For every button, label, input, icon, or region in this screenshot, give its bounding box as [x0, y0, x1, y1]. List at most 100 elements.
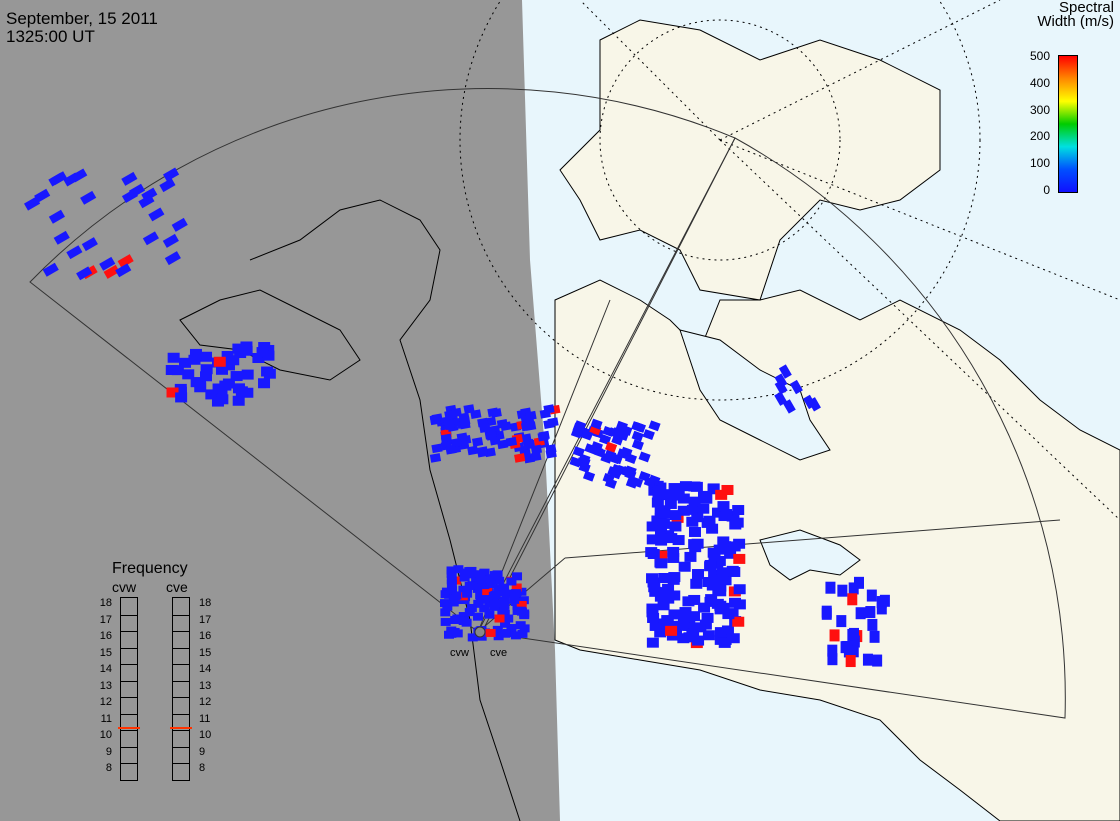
frequency-scale-label: 14 [199, 663, 212, 675]
echo-cell [142, 231, 159, 246]
echo-cell [657, 600, 670, 611]
echo-cell [459, 568, 470, 577]
echo-cell [240, 345, 253, 356]
echo-cell [677, 633, 690, 644]
echo-cell [876, 602, 887, 615]
echo-cell [459, 419, 471, 430]
echo-cell [648, 582, 661, 593]
echo-cell [668, 590, 681, 601]
echo-cell [194, 382, 207, 393]
echo-cell [658, 618, 671, 629]
echo-cell [505, 436, 518, 447]
echo-cell [789, 379, 803, 395]
echo-cell [717, 536, 730, 547]
echo-cell [490, 590, 501, 599]
echo-cell [655, 535, 668, 546]
echo-cell [661, 489, 674, 500]
colorbar-tick-label: 0 [1043, 183, 1050, 197]
echo-cell [512, 572, 523, 581]
echo-cell [658, 587, 671, 598]
hudson-bay [679, 329, 831, 461]
echo-cell [714, 574, 727, 585]
echo-cell [530, 444, 543, 455]
echo-cell [464, 608, 475, 617]
echo-cell [631, 476, 644, 488]
echo-cell [227, 355, 240, 366]
echo-cell [677, 612, 690, 623]
echo-cell [649, 620, 662, 631]
echo-cell [645, 547, 658, 558]
echo-cell [774, 391, 788, 406]
echo-cell [701, 612, 714, 623]
frequency-scale-label: 11 [100, 712, 112, 725]
echo-cell [216, 394, 229, 405]
echo-cell [479, 604, 490, 613]
echo-cell [716, 567, 729, 578]
echo-cell [517, 629, 528, 638]
echo-cell [872, 654, 883, 667]
echo-cell [477, 417, 489, 428]
echo-cell [829, 629, 840, 642]
echo-cell [867, 618, 878, 631]
echo-cell [869, 630, 880, 643]
echo-cell [475, 591, 486, 600]
echo-cell [604, 477, 618, 489]
echo-cell [179, 357, 192, 368]
echo-cell [444, 410, 456, 420]
echo-cell [128, 183, 146, 198]
echo-cell [121, 171, 138, 186]
echo-cells [24, 167, 890, 668]
echo-cell [707, 484, 720, 495]
echo-cell [71, 168, 88, 183]
echo-cell [665, 533, 678, 544]
echo-cell [484, 610, 495, 619]
colorbar-title-line2: Width (m/s) [1037, 13, 1114, 30]
echo-cell [263, 368, 276, 379]
echo-cell [687, 631, 700, 642]
echo-cell [453, 565, 464, 574]
echo-cell [646, 573, 659, 584]
echo-cell [638, 470, 651, 482]
echo-cell [655, 550, 668, 561]
echo-cell [462, 589, 473, 598]
time-label: 1325:00 UT [6, 27, 95, 46]
echo-cell [509, 595, 520, 604]
colorbar-tick-label: 200 [1029, 129, 1050, 144]
echo-cell [842, 640, 853, 653]
echo-cell [518, 596, 529, 605]
radar-site-marker[interactable] [474, 626, 486, 638]
frequency-scale-label: 9 [199, 745, 206, 758]
echo-cell [721, 625, 734, 636]
echo-cell [499, 596, 510, 605]
echo-cell [459, 573, 470, 582]
echo-cell [662, 593, 675, 604]
echo-cell [516, 601, 527, 610]
echo-cell [479, 581, 490, 590]
echo-cell [440, 608, 451, 617]
echo-cell [631, 439, 644, 451]
frequency-site-cvw: cvw [112, 579, 137, 595]
echo-cell [545, 448, 557, 459]
echo-cell [605, 441, 618, 453]
frequency-marker-cvw [118, 727, 140, 730]
echo-cell [711, 598, 724, 609]
echo-cell [48, 209, 65, 224]
echo-cell [510, 631, 521, 640]
echo-cell [706, 580, 719, 591]
echo-cell [42, 262, 59, 277]
frequency-marker-cve [170, 727, 192, 730]
echo-cell [728, 566, 741, 577]
echo-cell [688, 526, 701, 537]
echo-cell [827, 644, 838, 657]
echo-cell [516, 587, 527, 596]
echo-cell [654, 482, 667, 493]
echo-cell [115, 263, 132, 278]
echo-cell [689, 542, 702, 553]
echo-cell [782, 399, 796, 414]
echo-cell [232, 395, 245, 406]
echo-cell [728, 541, 741, 552]
echo-cell [81, 237, 98, 252]
echo-cell [486, 574, 497, 583]
echo-cell [572, 422, 585, 434]
